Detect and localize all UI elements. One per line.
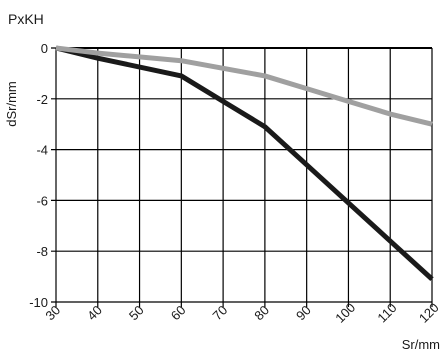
x-tick-label: 120 [416,300,442,326]
series-line-1 [55,45,434,281]
y-tick-label: -6 [36,193,48,208]
x-tick-label: 40 [84,302,105,323]
y-tick-label: -2 [36,92,48,107]
y-tick-label: -8 [36,244,48,259]
grid [51,47,433,307]
y-tick-label: -4 [36,143,48,158]
x-tick-label: 50 [126,302,147,323]
x-tick-label: 60 [168,302,189,323]
y-tick-label: -10 [29,295,48,310]
x-tick-label: 70 [210,302,231,323]
series-lines [55,45,434,281]
y-tick-label: 0 [41,41,48,56]
x-tick-label: 80 [251,302,272,323]
x-tick-label: 100 [332,300,358,326]
chart-title: PxKH [8,11,44,27]
x-tick-label: 110 [374,300,399,325]
x-axis-label: Sr/mm [402,337,440,352]
series-line-2 [55,45,433,127]
x-tick-label: 90 [293,302,314,323]
y-axis-label: dSr/mm [4,81,19,127]
